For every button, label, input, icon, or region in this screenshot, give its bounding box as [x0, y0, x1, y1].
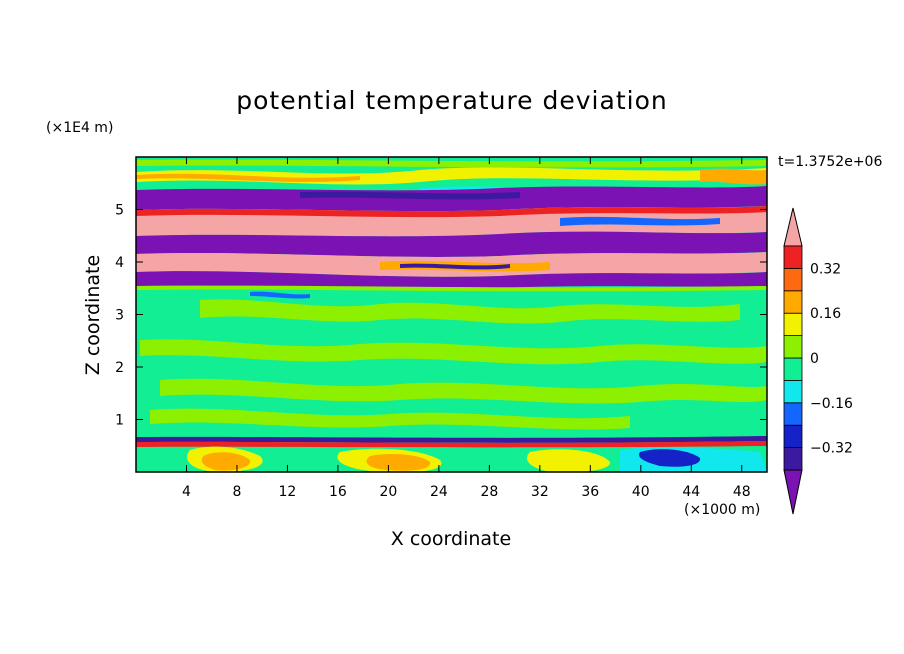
colorbar-segment — [783, 447, 803, 471]
colorbar-segment — [783, 312, 803, 337]
colorbar-segment — [783, 290, 803, 314]
x-tick-label: 48 — [733, 484, 751, 500]
colorbar-segment — [783, 267, 803, 292]
colorbar-tick-label: 0.16 — [810, 306, 841, 322]
warm-patch-1-core — [201, 452, 251, 471]
near-zero-patch-1 — [200, 299, 740, 324]
cool-patch-surface-core — [639, 449, 701, 467]
x-axis-label: X coordinate — [390, 528, 512, 550]
colorbar: 0.32 0.16 0 −0.16 −0.32 — [783, 207, 853, 515]
colorbar-top-arrow — [783, 207, 803, 247]
colorbar-segment — [783, 357, 803, 381]
colorbar-segment — [783, 402, 803, 426]
y-tick-label: 5 — [115, 203, 124, 219]
warm-streak-top-core — [136, 173, 360, 182]
plot-area — [136, 157, 767, 472]
x-tick-label: 20 — [379, 484, 397, 500]
x-tick-label: 24 — [430, 484, 448, 500]
warm-patch-2-core — [366, 454, 431, 471]
time-label: t=1.3752e+06 — [778, 154, 883, 170]
x-tick-label: 8 — [232, 484, 241, 500]
near-zero-patch-4 — [150, 408, 630, 430]
cold-line-surface — [136, 436, 767, 443]
x-tick-label: 16 — [329, 484, 347, 500]
warm-streak-right — [700, 168, 767, 185]
y-axis-ticks: 1 2 3 4 5 — [115, 203, 767, 429]
cool-eddy-1 — [250, 291, 310, 299]
x-unit-label: (×1000 m) — [684, 502, 761, 518]
x-tick-label: 40 — [632, 484, 650, 500]
cool-intrusion-upper — [560, 216, 720, 226]
cold-band-lower — [136, 271, 767, 290]
colorbar-tick-label: 0 — [810, 351, 819, 367]
colorbar-tick-label: −0.32 — [810, 441, 853, 457]
y-tick-label: 2 — [115, 360, 124, 376]
x-tick-label: 36 — [581, 484, 599, 500]
warm-band-upper-edge — [136, 206, 767, 218]
x-tick-label: 4 — [182, 484, 191, 500]
y-tick-label: 1 — [115, 413, 124, 429]
warm-patch-3 — [526, 449, 611, 472]
colorbar-tick-label: 0.32 — [810, 261, 841, 277]
y-tick-label: 3 — [115, 308, 124, 324]
x-tick-label: 32 — [531, 484, 549, 500]
colorbar-segment — [783, 335, 803, 359]
x-tick-label: 28 — [480, 484, 498, 500]
colorbar-segment — [783, 379, 803, 404]
cold-eddy-lower — [400, 263, 510, 270]
near-zero-patch-2 — [140, 339, 767, 365]
colorbar-segment — [783, 424, 803, 449]
y-tick-label: 4 — [115, 255, 124, 271]
cold-band-middle — [136, 231, 767, 257]
near-zero-top — [136, 159, 767, 168]
x-axis-ticks: 4 8 12 16 20 24 28 32 36 40 44 48 — [182, 157, 751, 500]
colorbar-segment — [783, 245, 803, 269]
colorbar-tick-label: −0.16 — [810, 396, 853, 412]
cold-band-upper-core — [300, 191, 520, 200]
x-tick-label: 12 — [279, 484, 297, 500]
near-zero-patch-3 — [160, 378, 767, 404]
chart-title: potential temperature deviation — [236, 86, 668, 115]
x-tick-label: 44 — [682, 484, 700, 500]
near-zero-transition — [136, 285, 767, 292]
y-unit-label: (×1E4 m) — [46, 120, 114, 136]
colorbar-bottom-arrow — [783, 469, 803, 515]
warm-line-surface — [136, 441, 767, 448]
